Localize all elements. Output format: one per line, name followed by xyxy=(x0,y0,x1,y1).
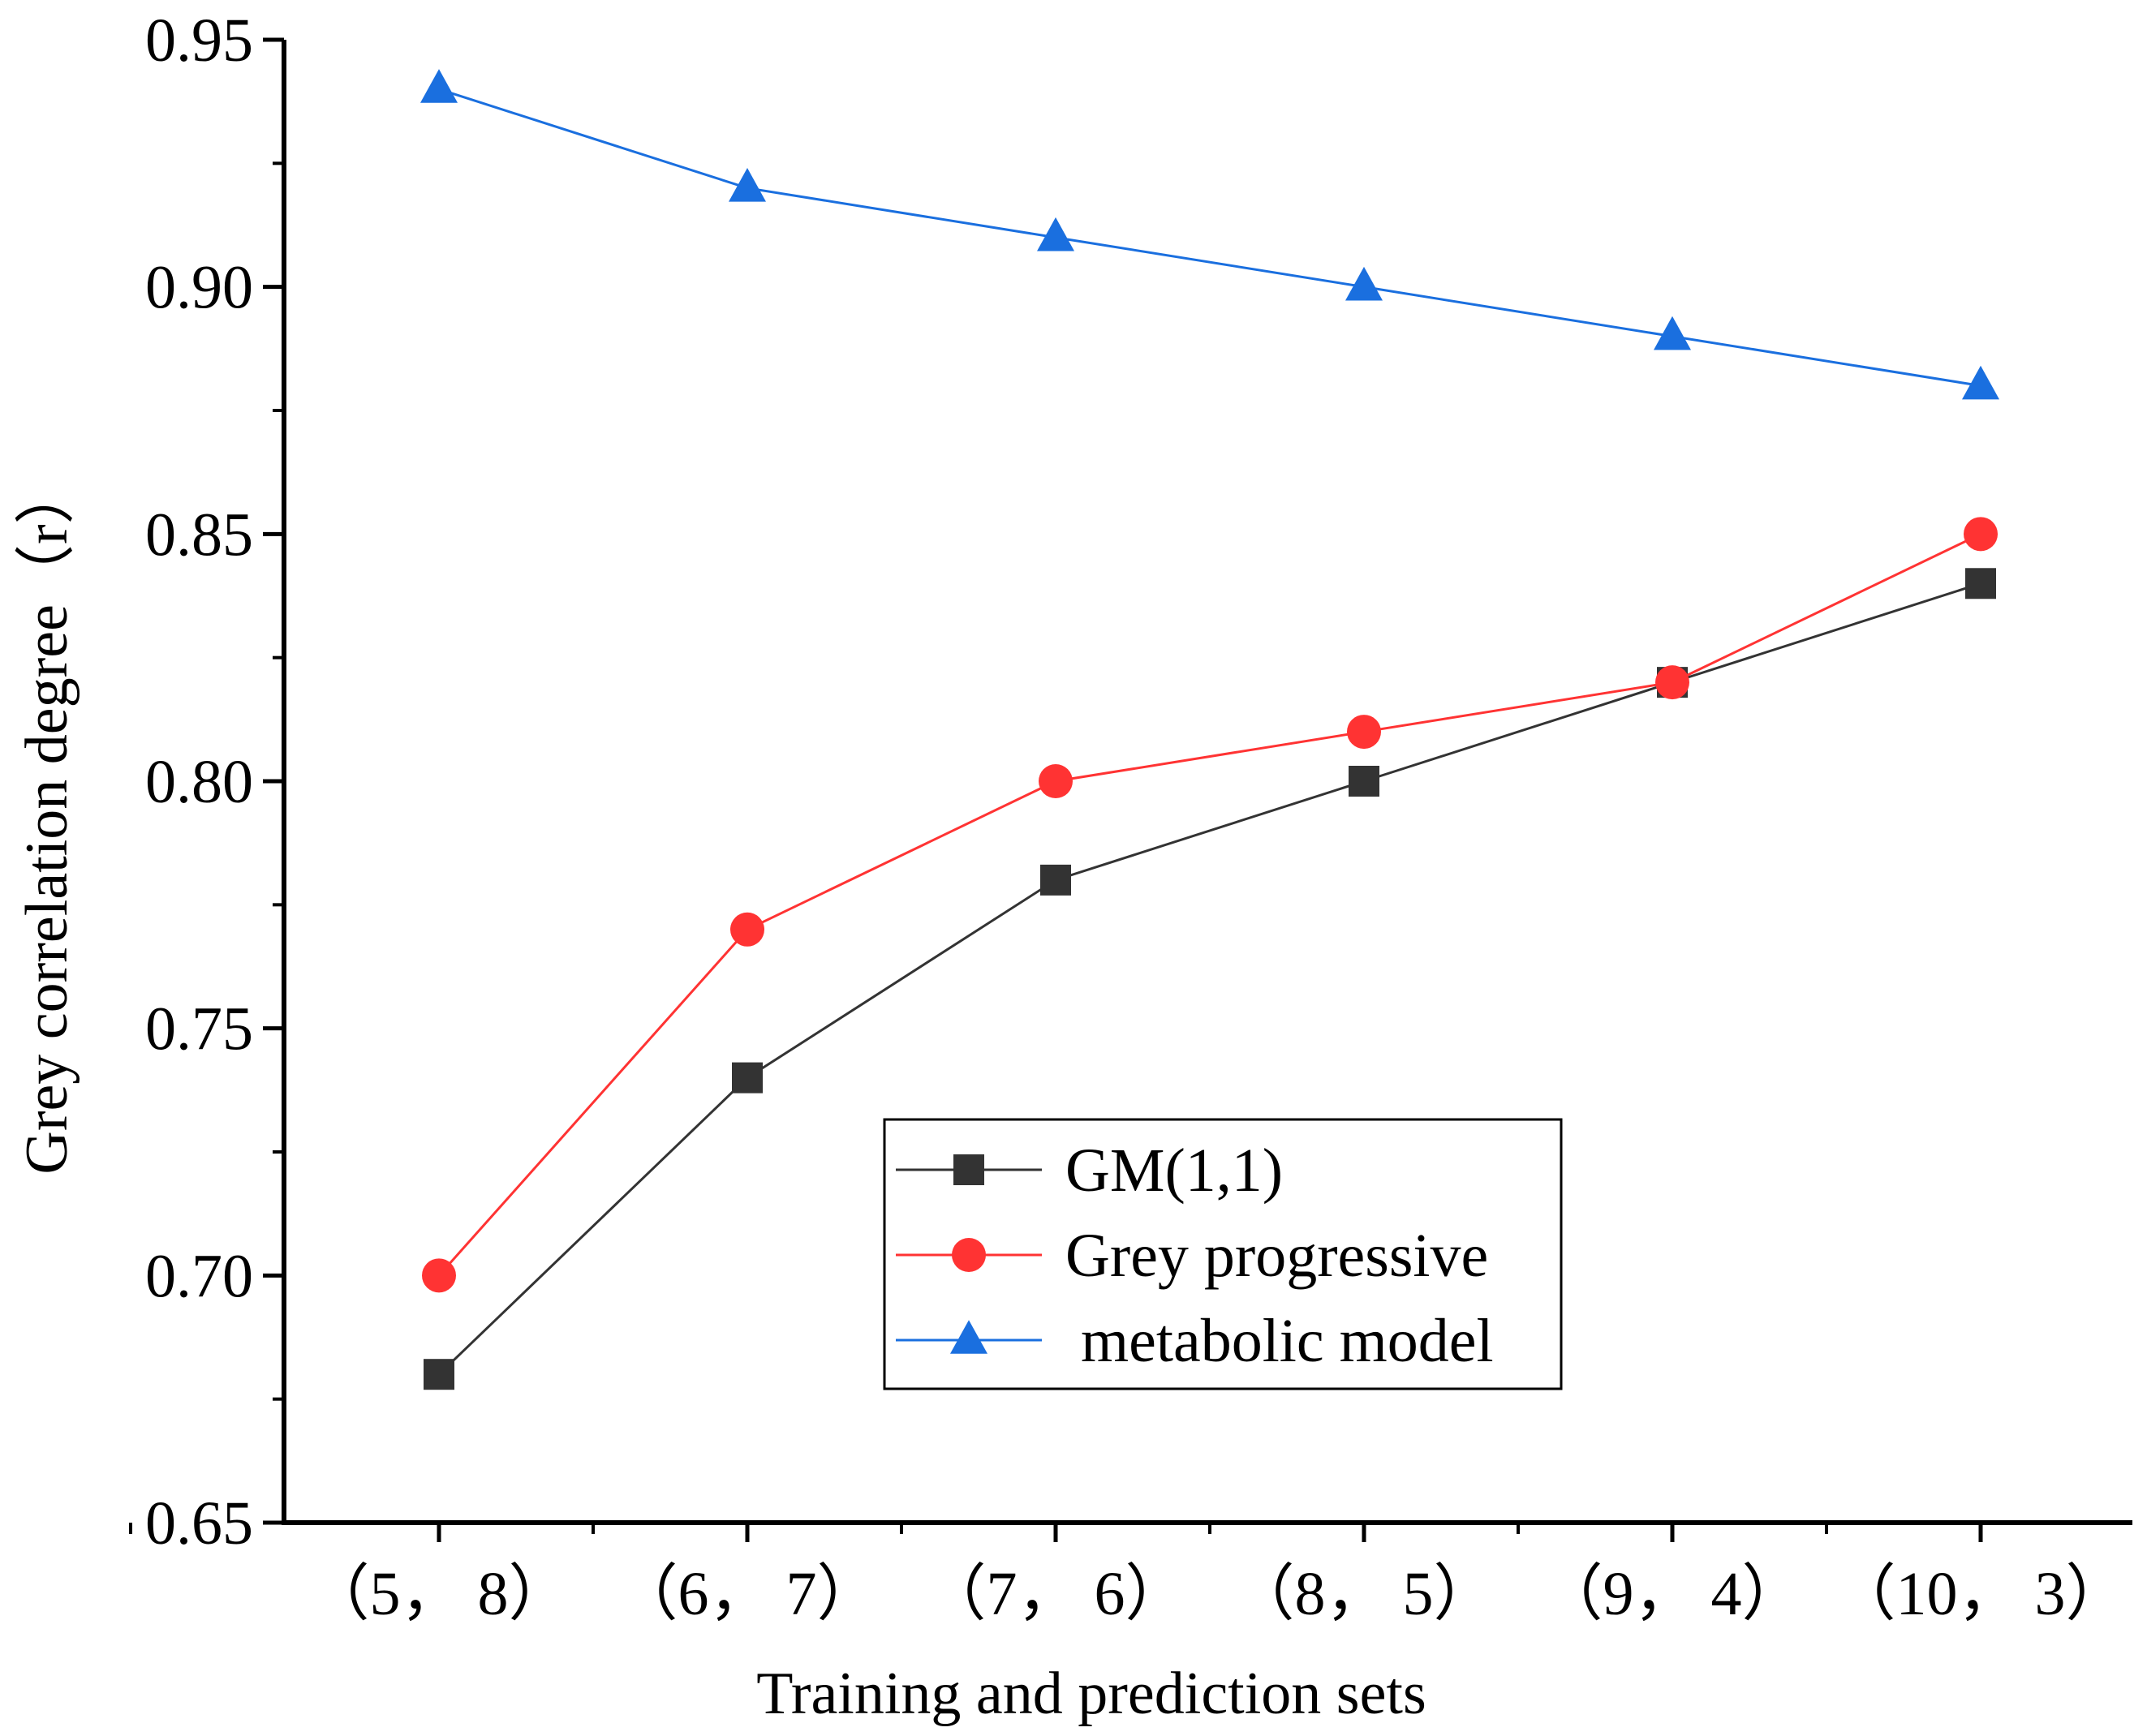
x-tick-label: （5， 8） xyxy=(308,1560,570,1628)
y-tick-label: 0.95 xyxy=(145,6,253,75)
legend-items: GM(1,1) Grey progressive metabolic model xyxy=(896,1137,1494,1375)
y-tick-label: 0.75 xyxy=(145,995,253,1064)
x-tick-label: （7， 6） xyxy=(925,1560,1187,1628)
legend: GM(1,1) Grey progressive metabolic model xyxy=(883,1118,1563,1390)
y-tick-label: 0.65 xyxy=(145,1489,253,1558)
legend-label-gm11: GM(1,1) xyxy=(1065,1137,1283,1205)
x-ticks: （5， 8） （6， 7） （7， 6） （8， 5） （9， 4） （10， 3） xyxy=(129,1523,2128,1628)
data-point-grey-progressive xyxy=(730,912,764,947)
legend-marker-grey-progressive xyxy=(952,1238,986,1272)
data-point-gm11 xyxy=(732,1062,763,1094)
data-point-grey-progressive xyxy=(1964,517,1998,552)
x-tick-label: （10， 3） xyxy=(1835,1560,2128,1628)
y-ticks: 0.65 0.70 0.75 0.80 0.85 0.90 0.95 xyxy=(145,6,284,1558)
legend-marker-gm11 xyxy=(953,1154,984,1185)
legend-label-grey-progressive: Grey progressive xyxy=(1065,1222,1488,1290)
data-point-grey-progressive xyxy=(1347,715,1381,750)
data-point-gm11 xyxy=(1965,568,1996,599)
legend-label-metabolic-model: metabolic model xyxy=(1065,1307,1494,1375)
y-tick-label: 0.85 xyxy=(145,501,253,569)
data-point-metabolic-model xyxy=(729,168,766,202)
legend-marker-metabolic-model xyxy=(950,1320,987,1354)
series-gm11 xyxy=(424,568,1996,1390)
series-line-metabolic-model xyxy=(438,88,1981,388)
data-point-metabolic-model xyxy=(1654,316,1691,350)
series-metabolic-model xyxy=(420,69,1999,400)
y-axis-title: Grey correlation degree（r） xyxy=(14,464,80,1174)
x-tick-label: （6， 7） xyxy=(617,1560,879,1628)
data-point-grey-progressive xyxy=(1039,764,1073,798)
series-grey-progressive xyxy=(422,517,1998,1293)
y-tick-label: 0.80 xyxy=(145,748,253,816)
data-point-gm11 xyxy=(1040,864,1071,896)
data-point-metabolic-model xyxy=(1037,217,1074,251)
data-point-metabolic-model xyxy=(1962,365,1999,400)
data-point-grey-progressive xyxy=(1655,665,1689,700)
x-tick-label: （8， 5） xyxy=(1233,1560,1495,1628)
data-point-gm11 xyxy=(424,1359,454,1390)
axes: 0.65 0.70 0.75 0.80 0.85 0.90 0.95 （5， 8） （6， 7… xyxy=(129,6,2132,1628)
data-point-metabolic-model xyxy=(1345,266,1383,301)
series-line-gm11 xyxy=(437,582,1981,1376)
x-axis-title: Training and prediction sets xyxy=(756,1661,1426,1727)
data-point-gm11 xyxy=(1349,766,1379,797)
series-layer xyxy=(420,69,1999,1390)
data-point-grey-progressive xyxy=(422,1258,456,1293)
y-tick-label: 0.70 xyxy=(145,1242,253,1310)
data-point-metabolic-model xyxy=(420,69,458,103)
series-line-grey-progressive xyxy=(437,532,1981,1277)
y-tick-label: 0.90 xyxy=(145,254,253,322)
x-tick-label: （9， 4） xyxy=(1542,1560,1804,1628)
